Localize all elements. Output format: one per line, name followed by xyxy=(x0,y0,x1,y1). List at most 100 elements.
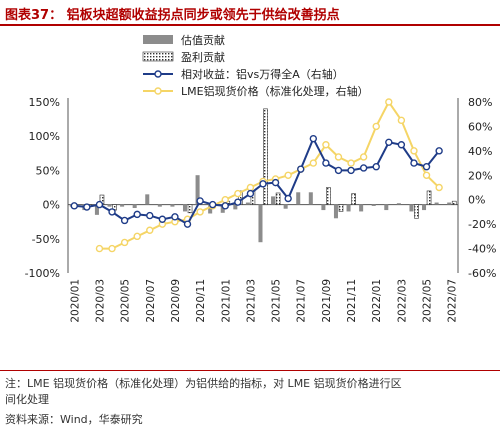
valuation-bar xyxy=(396,203,401,205)
relative-return-point xyxy=(208,200,217,209)
valuation-bar xyxy=(409,204,414,212)
valuation-bar xyxy=(195,175,200,205)
valuation-bar xyxy=(233,204,238,210)
relative-return-line xyxy=(74,136,440,226)
relative-return-point xyxy=(146,211,154,220)
lme-price-point xyxy=(133,232,141,241)
x-tick-label: 2020/05 xyxy=(120,279,132,323)
x-tick-label: 2021/11 xyxy=(346,279,358,323)
chart-title-bar: 图表37： 铝板块超额收益拐点同步或领先于供给改善拐点 xyxy=(0,0,500,26)
legend-label: LME铝现货价格（标准化处理，右轴） xyxy=(181,84,369,98)
valuation-bar xyxy=(145,194,150,205)
valuation-bar xyxy=(308,192,313,205)
relative-return-point xyxy=(397,141,406,149)
valuation-bar xyxy=(170,204,175,207)
left-tick-label: 150% xyxy=(29,96,60,109)
legend-label: 估值贡献 xyxy=(181,33,225,47)
relative-return-point xyxy=(322,159,330,167)
relative-return-point xyxy=(108,208,116,216)
valuation-bar xyxy=(371,204,376,206)
valuation-bar xyxy=(447,202,452,205)
valuation-bar xyxy=(182,204,188,212)
lme-price-point xyxy=(397,116,406,125)
lme-price-point xyxy=(309,159,318,167)
earnings-bar xyxy=(338,204,344,212)
footnote-line-1: 注：LME 铝现货价格（标准化处理）为铝供给的指标，对 LME 铝现货价格进行区 xyxy=(5,377,402,390)
relative-return-point xyxy=(120,216,129,225)
relative-return-point xyxy=(385,138,393,147)
x-tick-label: 2021/01 xyxy=(220,279,232,323)
relative-return-point xyxy=(334,166,343,175)
lme-price-point xyxy=(146,226,154,234)
relative-return-point xyxy=(133,210,141,219)
x-tick-label: 2020/09 xyxy=(170,279,182,323)
valuation-bar xyxy=(271,196,276,205)
right-tick-label: 0% xyxy=(468,194,485,207)
right-tick-label: 20% xyxy=(468,169,492,182)
legend-marker-lme xyxy=(154,87,162,95)
lme-price-point xyxy=(246,183,255,192)
lme-price-point xyxy=(435,183,443,192)
chart-title: 图表37： 铝板块超额收益拐点同步或领先于供给改善拐点 xyxy=(5,8,340,23)
lme-price-point xyxy=(410,147,418,155)
valuation-bar xyxy=(296,192,301,205)
valuation-bar xyxy=(359,204,364,212)
earnings-bar xyxy=(326,187,331,205)
lme-price-point xyxy=(95,244,104,253)
relative-return-point xyxy=(158,215,167,223)
footer-rule xyxy=(0,370,500,371)
valuation-bar xyxy=(321,204,326,211)
source-note: 资料来源：Wind，华泰研究 xyxy=(5,413,143,426)
relative-return-point xyxy=(246,189,255,198)
relative-return-point xyxy=(410,159,418,167)
lme-price-point xyxy=(359,153,368,161)
relative-return-point xyxy=(183,220,192,228)
valuation-bar xyxy=(107,204,112,207)
legend-swatch-earnings xyxy=(142,51,174,62)
relative-return-point xyxy=(359,164,368,172)
earnings-bar xyxy=(451,200,457,205)
earnings-bar xyxy=(414,204,419,219)
right-tick-label: 80% xyxy=(468,96,492,109)
x-tick-label: 2021/07 xyxy=(296,279,308,323)
left-tick-label: -50% xyxy=(32,233,60,246)
lme-price-point xyxy=(322,141,330,149)
relative-return-point xyxy=(221,202,229,210)
x-tick-label: 2022/01 xyxy=(371,279,383,323)
relative-return-point xyxy=(309,134,318,143)
x-tick-label: 2020/03 xyxy=(94,279,106,323)
lme-price-line xyxy=(99,100,440,250)
left-tick-label: 100% xyxy=(29,130,60,143)
right-tick-label: -60% xyxy=(468,267,496,280)
lme-price-point xyxy=(372,122,380,131)
lme-price-point xyxy=(221,196,229,204)
valuation-bar xyxy=(434,202,439,205)
valuation-bar xyxy=(120,204,125,207)
lme-price-point xyxy=(422,171,431,179)
relative-return-point xyxy=(171,213,179,221)
right-tick-label: -40% xyxy=(468,243,496,256)
valuation-bar xyxy=(245,202,250,205)
x-tick-label: 2022/05 xyxy=(422,279,434,323)
legend-label: 相对收益：铝vs万得全A（右轴） xyxy=(181,67,344,81)
earnings-bar xyxy=(275,192,281,205)
x-tick-label: 2021/05 xyxy=(271,279,283,323)
relative-return-point xyxy=(435,147,443,155)
earnings-bar xyxy=(187,204,193,214)
relative-return-point xyxy=(259,180,267,188)
x-tick-label: 2020/11 xyxy=(195,279,207,323)
footnote-line-2: 间化处理 xyxy=(5,393,49,406)
left-tick-label: 50% xyxy=(36,164,60,177)
left-tick-label: 0% xyxy=(43,199,60,212)
valuation-bar xyxy=(157,204,162,207)
lme-price-point xyxy=(108,244,116,253)
lme-price-point xyxy=(196,208,204,216)
right-tick-label: 40% xyxy=(468,145,492,158)
relative-return-point xyxy=(297,165,305,173)
lme-price-point xyxy=(334,153,343,161)
x-tick-label: 2021/03 xyxy=(245,279,257,323)
relative-return-point xyxy=(83,203,91,211)
earnings-bar xyxy=(263,108,268,205)
left-tick-label: -100% xyxy=(25,267,60,280)
x-tick-label: 2021/09 xyxy=(321,279,333,323)
